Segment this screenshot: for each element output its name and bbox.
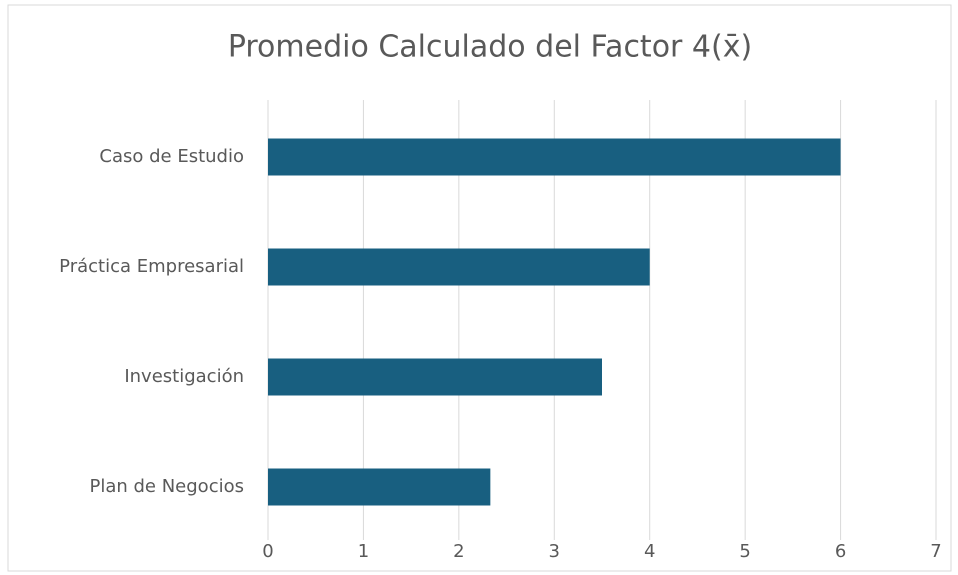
x-tick-label: 5	[739, 541, 750, 562]
x-tick-label: 0	[262, 541, 273, 562]
bar	[268, 358, 602, 396]
bar	[268, 468, 491, 506]
x-tick-label: 2	[453, 541, 464, 562]
x-tick-label: 3	[549, 541, 560, 562]
y-tick-label: Plan de Negocios	[89, 476, 244, 497]
y-tick-label: Práctica Empresarial	[59, 256, 244, 277]
x-tick-label: 1	[358, 541, 369, 562]
chart-title: Promedio Calculado del Factor 4(x̄)	[228, 30, 752, 65]
y-tick-label: Investigación	[124, 366, 244, 387]
x-tick-label: 7	[930, 541, 941, 562]
x-tick-label: 4	[644, 541, 655, 562]
y-tick-label: Caso de Estudio	[99, 146, 244, 167]
bar	[268, 248, 650, 286]
x-tick-label: 6	[835, 541, 846, 562]
bar	[268, 138, 841, 176]
